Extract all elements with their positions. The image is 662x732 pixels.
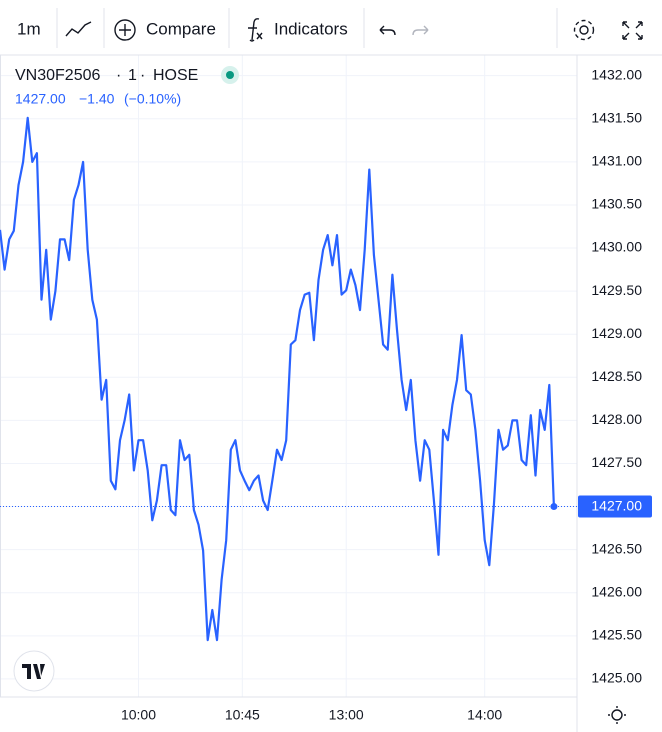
y-tick-label: 1430.50: [591, 196, 642, 212]
y-tick-label: 1425.00: [591, 670, 642, 686]
compare-icon[interactable]: [114, 19, 136, 41]
y-tick-label: 1428.00: [591, 411, 642, 427]
compare-button[interactable]: Compare: [146, 19, 216, 38]
x-tick-label: 10:45: [225, 707, 260, 723]
indicators-icon: [256, 32, 263, 40]
y-tick-label: 1431.50: [591, 109, 642, 125]
tv-logo-mark: [22, 664, 45, 679]
settings-button[interactable]: [579, 25, 589, 35]
redo-button[interactable]: [412, 25, 429, 36]
separator-dot: ·: [116, 67, 121, 84]
change-percent: (−0.10%): [124, 91, 181, 107]
interval-button[interactable]: 1m: [17, 19, 41, 38]
interval: 1: [128, 67, 137, 84]
x-tick-label: 13:00: [329, 707, 364, 723]
y-tick-label: 1429.50: [591, 282, 642, 298]
last-price-tag: [578, 495, 652, 518]
y-tick-label: 1425.50: [591, 627, 642, 643]
indicators-icon[interactable]: [248, 18, 260, 42]
y-tick-label: 1426.00: [591, 583, 642, 599]
y-tick-label: 1432.00: [591, 66, 642, 82]
last-point: [550, 503, 558, 511]
x-tick-label: 14:00: [467, 707, 502, 723]
market-status-dot: [226, 71, 234, 79]
compare-icon: [119, 24, 131, 36]
tv-logo[interactable]: [13, 650, 55, 692]
time-settings-button[interactable]: [611, 709, 623, 721]
last-price: 1427.00: [15, 91, 66, 107]
fullscreen-button[interactable]: [622, 21, 643, 40]
chart-type-button[interactable]: [65, 21, 92, 37]
y-tick-label: 1430.00: [591, 239, 642, 255]
change: −1.40: [79, 91, 115, 107]
y-tick-label: 1428.50: [591, 368, 642, 384]
y-tick-label: 1426.50: [591, 540, 642, 556]
price-line: [0, 116, 555, 642]
settings-icon: [573, 19, 595, 41]
symbol[interactable]: VN30F2506: [15, 67, 100, 84]
separator-dot: ·: [140, 67, 145, 84]
indicators-button[interactable]: Indicators: [274, 19, 348, 38]
time-settings-icon: [608, 706, 626, 724]
y-tick-label: 1429.00: [591, 325, 642, 341]
y-tick-label: 1427.50: [591, 454, 642, 470]
grid: [0, 55, 577, 697]
y-tick-label: 1431.00: [591, 153, 642, 169]
exchange: HOSE: [153, 67, 198, 84]
undo-button[interactable]: [379, 25, 396, 36]
last-price-label: 1427.00: [591, 497, 642, 513]
x-tick-label: 10:00: [121, 707, 156, 723]
